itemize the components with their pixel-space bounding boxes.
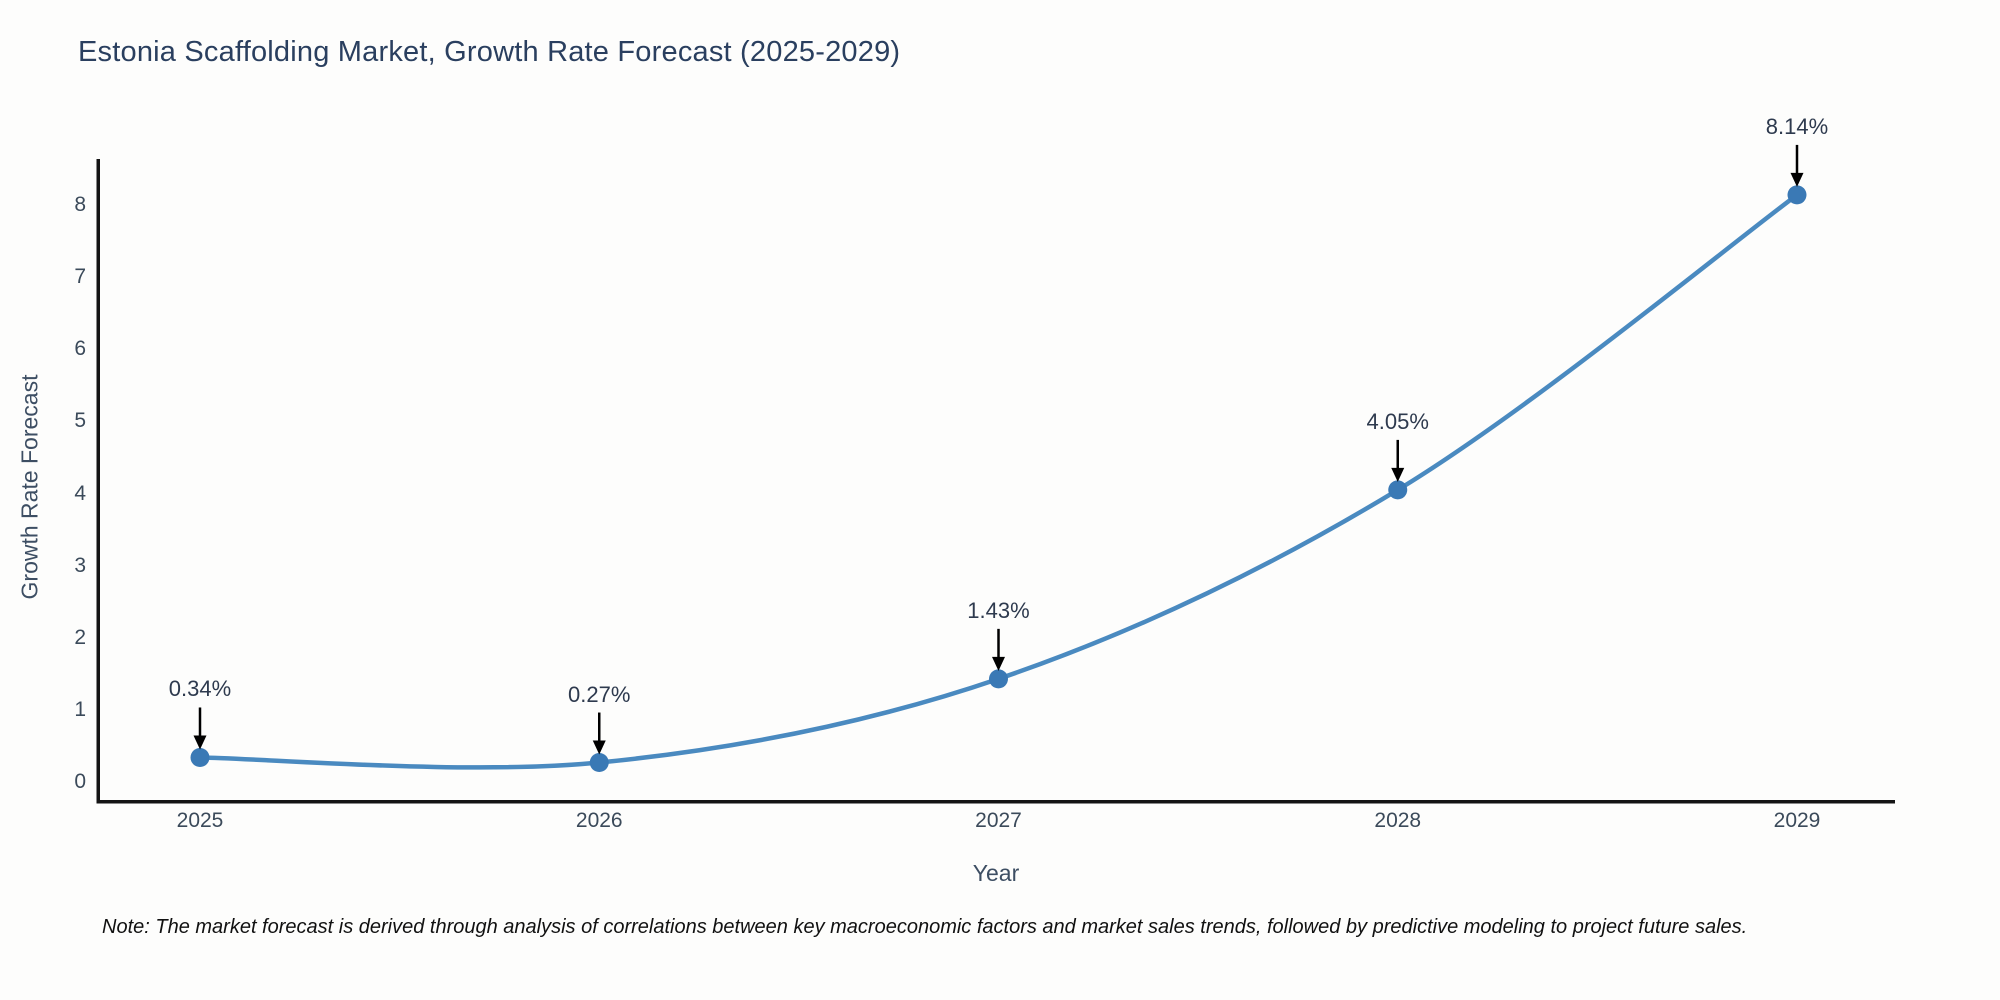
- y-tick-label: 1: [74, 697, 86, 721]
- annotation-arrowhead: [592, 740, 606, 755]
- y-tick-label: 4: [74, 481, 86, 505]
- x-tick-label: 2027: [975, 809, 1022, 832]
- chart-footnote: Note: The market forecast is derived thr…: [102, 916, 1748, 938]
- annotation-arrowhead: [1391, 467, 1405, 482]
- y-tick-label: 7: [74, 265, 86, 289]
- x-tick-label: 2029: [1773, 809, 1821, 832]
- y-tick-label: 8: [74, 193, 86, 216]
- trend-line: [197, 192, 1800, 770]
- y-tick-label: 2: [74, 625, 86, 649]
- annotation-arrowhead: [193, 735, 207, 750]
- x-tick-label: 2026: [575, 809, 623, 832]
- y-tick-label: 6: [74, 337, 86, 361]
- x-tick-label: 2025: [176, 809, 224, 832]
- annotation-arrowhead: [992, 656, 1005, 671]
- data-point-marker: [190, 747, 210, 767]
- y-tick-label: 3: [74, 553, 86, 577]
- point-annotation: 0.27%: [568, 681, 631, 707]
- chart-title: Estonia Scaffolding Market, Growth Rate …: [78, 36, 901, 68]
- data-point-marker: [989, 669, 1008, 689]
- y-tick-label: 0: [74, 770, 86, 793]
- point-annotation: 1.43%: [967, 597, 1030, 623]
- x-axis-title: Year: [972, 860, 1020, 886]
- point-annotation: 8.14%: [1765, 113, 1829, 139]
- point-annotation: 0.34%: [168, 676, 232, 702]
- point-annotation: 4.05%: [1366, 408, 1429, 434]
- data-point-marker: [1787, 185, 1807, 205]
- y-tick-label: 5: [74, 409, 86, 433]
- x-tick-label: 2028: [1374, 809, 1422, 832]
- data-point-marker: [1388, 480, 1408, 500]
- annotation-arrowhead: [1790, 172, 1804, 187]
- data-point-marker: [589, 753, 609, 773]
